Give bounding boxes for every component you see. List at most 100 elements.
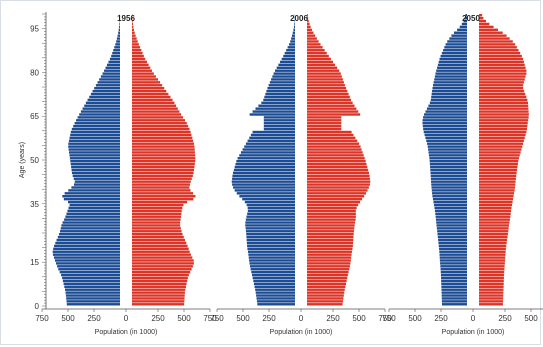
bar-male: [441, 279, 467, 283]
bar-male: [444, 46, 467, 49]
bar-female: [479, 34, 507, 37]
bar-male: [70, 160, 120, 163]
bar-female: [132, 107, 178, 110]
bar-male: [445, 43, 467, 46]
bar-male: [426, 139, 467, 142]
bar-male: [441, 300, 467, 303]
bar-male: [54, 244, 121, 248]
bar-female: [132, 122, 187, 125]
bar-female: [132, 303, 185, 306]
bar-male: [264, 95, 295, 99]
bar-male: [248, 256, 295, 259]
bar-female: [307, 101, 353, 105]
bar-female: [307, 203, 359, 207]
bar-female: [307, 209, 356, 213]
bar-female: [307, 66, 338, 69]
bar-female: [132, 195, 196, 198]
bar-female: [307, 127, 342, 131]
bar-female: [479, 66, 526, 69]
bar-female: [132, 168, 194, 172]
bar-male: [464, 16, 467, 20]
bar-female: [307, 119, 342, 122]
bar-male: [119, 25, 120, 29]
bar-female: [479, 285, 504, 288]
bar-male: [432, 87, 467, 90]
bar-female: [479, 104, 529, 107]
bar-male: [438, 244, 467, 248]
bar-female: [479, 130, 527, 134]
bar-female: [479, 119, 529, 122]
bar-female: [479, 69, 527, 72]
bar-female: [307, 186, 369, 189]
bar-male: [65, 294, 120, 297]
bar-female: [307, 19, 309, 23]
bar-female: [307, 49, 325, 52]
bar-male: [449, 37, 467, 40]
bar-male: [439, 256, 467, 259]
bar-female: [132, 139, 194, 142]
bar-female: [479, 49, 519, 52]
bar-male: [255, 291, 295, 294]
bar-female: [479, 303, 503, 306]
y-tick-label-95: 95: [30, 25, 39, 34]
bar-male: [430, 98, 467, 102]
bar-male: [276, 66, 295, 69]
bar-female: [132, 110, 180, 113]
y-tick-label-65: 65: [30, 112, 39, 121]
y-tick-label-15: 15: [30, 258, 39, 267]
bar-female: [307, 197, 363, 201]
bar-male: [436, 224, 467, 227]
bar-male: [114, 46, 120, 49]
bar-female: [307, 104, 355, 107]
bar-female: [307, 256, 352, 259]
bar-female: [479, 60, 524, 64]
x-tick-label: 250: [434, 314, 448, 323]
bar-female: [132, 174, 193, 178]
bar-female: [479, 95, 527, 99]
bar-female: [307, 148, 362, 151]
x-tick-label: 500: [61, 314, 75, 323]
bar-female: [479, 54, 522, 58]
bar-female: [132, 189, 191, 192]
bar-female: [132, 19, 133, 23]
bar-female: [307, 133, 354, 137]
bar-male: [66, 300, 120, 303]
bar-female: [132, 273, 189, 277]
x-tick-label: 750: [35, 314, 49, 323]
bar-male: [85, 101, 120, 105]
bar-female: [307, 54, 329, 58]
bar-male: [454, 31, 467, 34]
bar-male: [438, 60, 467, 64]
bar-female: [479, 265, 505, 268]
bar-male: [441, 303, 467, 306]
bar-female: [132, 291, 185, 294]
bar-male: [69, 203, 120, 207]
bar-female: [479, 244, 507, 248]
bar-female: [132, 89, 167, 93]
bar-female: [479, 127, 528, 131]
bar-female: [479, 72, 527, 75]
bar-female: [307, 244, 353, 248]
bar-female: [132, 54, 144, 58]
bar-male: [62, 195, 120, 198]
bar-female: [132, 183, 190, 186]
bar-male: [242, 197, 295, 201]
bar-male: [90, 92, 120, 96]
bar-male: [431, 92, 467, 96]
bar-male: [436, 69, 467, 72]
bar-female: [307, 22, 310, 26]
bar-male: [255, 107, 295, 110]
bar-female: [307, 276, 348, 280]
bar-female: [307, 300, 343, 303]
bar-male: [247, 206, 295, 210]
bar-male: [71, 127, 120, 131]
bar-male: [117, 34, 120, 37]
bar-female: [479, 136, 525, 140]
bar-male: [61, 224, 120, 227]
bar-male: [284, 51, 295, 55]
y-axis-title: Age (years): [19, 142, 26, 178]
bar-male: [256, 294, 295, 297]
bar-male: [73, 124, 120, 128]
bar-female: [479, 253, 506, 256]
